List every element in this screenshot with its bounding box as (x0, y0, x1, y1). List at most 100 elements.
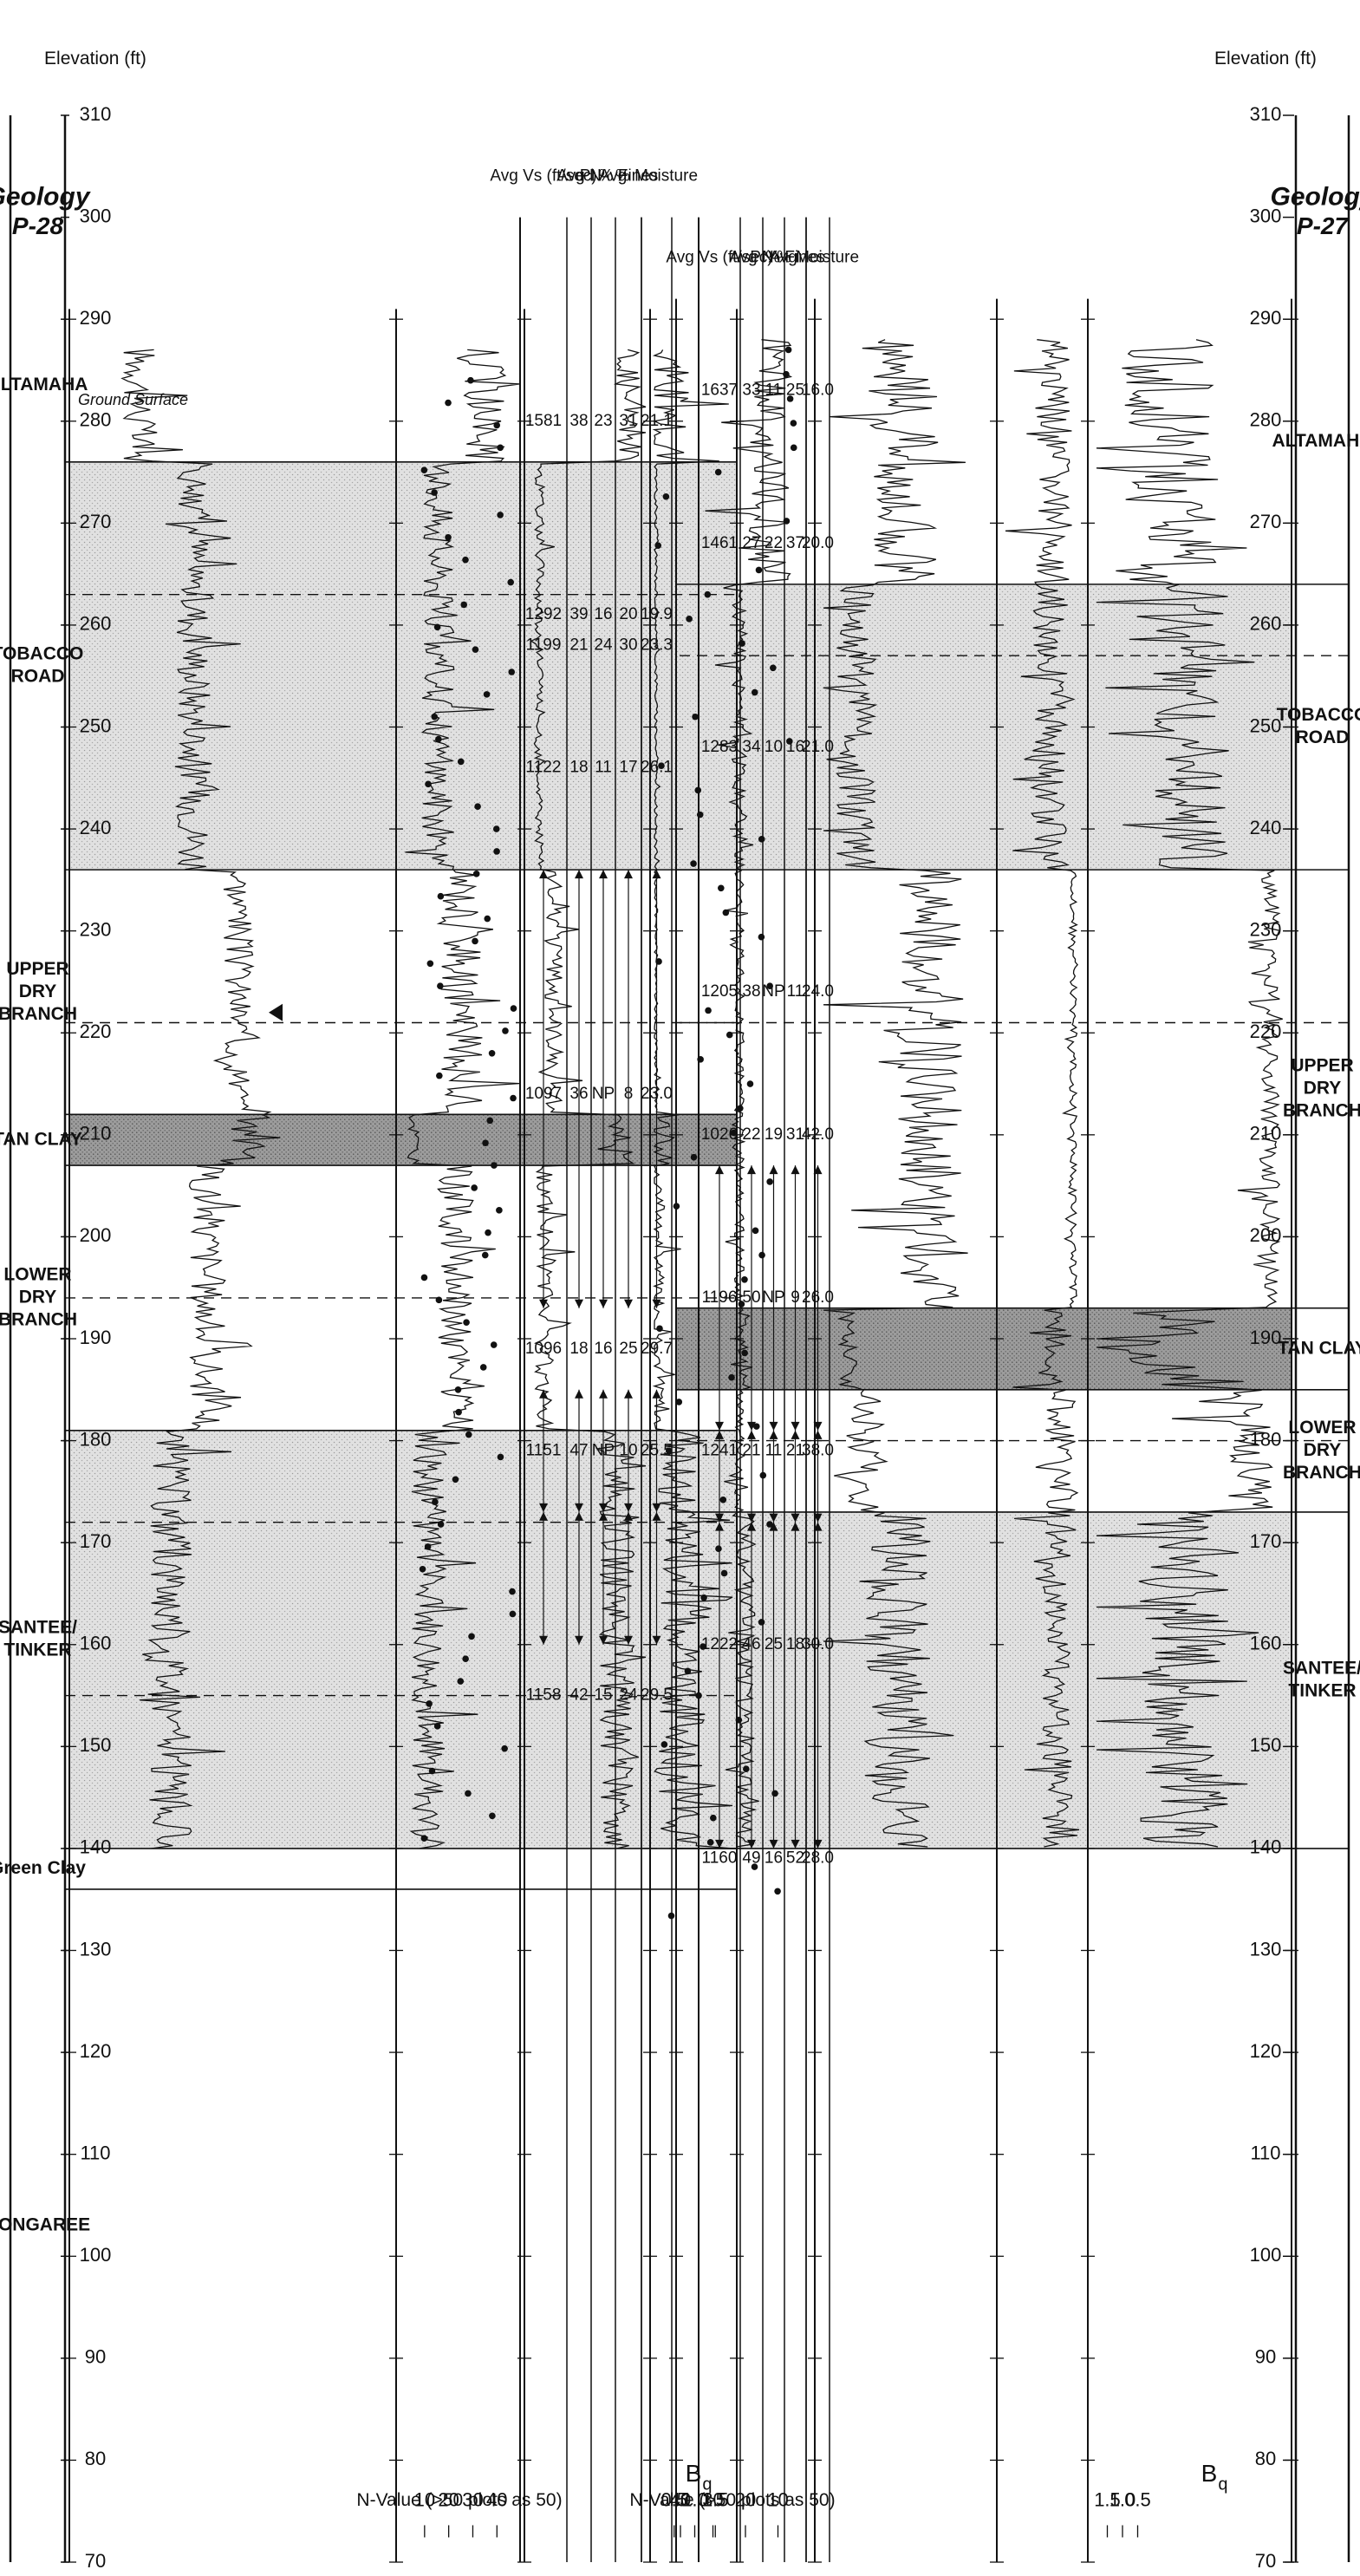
n-value-tick-label: 30 (462, 2488, 483, 2510)
bq-trace (1096, 339, 1283, 1848)
table-value: 21.1 (641, 412, 673, 430)
table-value: 1283 (701, 738, 738, 756)
formation-label: DRY (1304, 1440, 1342, 1460)
table-value: 42.0 (802, 1125, 834, 1144)
elevation-tick-label: 190 (80, 1327, 112, 1348)
elevation-tick-label: 300 (1250, 205, 1282, 226)
arrow-head (624, 1635, 633, 1645)
spt-n-value-point (655, 958, 662, 965)
elevation-tick-label: 300 (80, 205, 112, 226)
arrow-head (747, 1421, 756, 1431)
elevation-tick-label: 130 (80, 1938, 112, 1960)
n-value-tick-label: 40 (670, 2488, 691, 2510)
spt-n-value-point (714, 468, 722, 476)
n-value-tick-label: 10 (767, 2488, 788, 2510)
table-value: 1122 (526, 759, 562, 777)
table-value: 24 (594, 636, 613, 654)
table-value: 39 (569, 605, 588, 623)
formation-label: TAN CLAY (1278, 1338, 1360, 1358)
spt-n-value-point (482, 1139, 489, 1147)
spt-n-value-point (510, 1005, 517, 1012)
arrow-head (624, 1299, 633, 1308)
sleeve-friction-trace (1005, 339, 1080, 1848)
table-value: 1097 (525, 1085, 562, 1103)
friction-ratio-trace (120, 349, 281, 1849)
table-value: 18 (569, 759, 588, 777)
geology-title: Geology (1270, 183, 1360, 212)
table-value: 20.0 (802, 534, 834, 552)
formation-label: CONGAREE (0, 2215, 90, 2235)
arrow-head (652, 1503, 661, 1512)
arrow-head (715, 1513, 724, 1523)
table-value: 21 (569, 636, 588, 654)
arrow-head (652, 1389, 661, 1399)
table-value: 1461 (701, 534, 738, 552)
arrow-head (652, 1511, 661, 1521)
spt-n-value-point (465, 1431, 472, 1438)
spt-n-value-point (758, 1619, 765, 1626)
table-value: 1160 (702, 1849, 738, 1868)
spt-n-value-point (758, 836, 765, 843)
n-value-tick-label: 20 (735, 2488, 756, 2510)
arrow-head (791, 1839, 800, 1849)
arrow-head (624, 1511, 633, 1521)
spt-n-value-point (665, 1447, 673, 1455)
table-value: 25 (765, 1635, 783, 1653)
table-value: 52 (786, 1849, 804, 1868)
spt-n-value-point (435, 735, 442, 743)
elevation-tick-label: 110 (1250, 2142, 1280, 2163)
table-value: 11 (787, 982, 804, 1001)
labels: ALTAMAHATOBACCOROADUPPERDRYBRANCHTAN CLA… (0, 49, 1360, 2572)
spt-n-value-point (420, 466, 428, 473)
table-value: 46 (742, 1635, 760, 1653)
arrow-head (747, 1165, 756, 1175)
table-value: NP (592, 1441, 615, 1459)
elevation-tick-label: 100 (80, 2244, 112, 2266)
spt-n-value-point (457, 1678, 465, 1685)
spt-n-value-point (460, 601, 468, 609)
formation-label: ROAD (1296, 727, 1350, 747)
arrow-head (769, 1513, 778, 1523)
n-value-tick-label: 40 (486, 2488, 507, 2510)
arrow-head (599, 1635, 608, 1645)
table-value: 47 (569, 1441, 588, 1459)
spt-n-value-point (445, 399, 452, 407)
boring-id: P-28 (12, 212, 64, 239)
spt-n-value-point (508, 668, 516, 675)
spt-n-value-point (462, 556, 469, 564)
table-value: 30.0 (802, 1635, 834, 1653)
spt-n-value-point (474, 803, 481, 811)
table-value: 21.0 (802, 738, 834, 756)
elevation-tick-label: 90 (85, 2346, 106, 2368)
table-value: 28.0 (802, 1849, 834, 1868)
elevation-tick-label: 180 (1250, 1428, 1282, 1450)
arrow-head (599, 1389, 608, 1399)
elevation-tick-label: 230 (1250, 918, 1282, 940)
table-value: 16 (594, 1340, 612, 1358)
table-header: % Fines (599, 167, 659, 186)
table-value: 18 (569, 1340, 588, 1358)
spt-n-value-point (684, 1667, 692, 1675)
formation-label: TINKER (1288, 1680, 1356, 1700)
table-header: % Fines (765, 249, 825, 267)
table-value: 26.1 (641, 759, 673, 777)
elevation-tick-label: 160 (1250, 1633, 1282, 1654)
spt-n-value-point (790, 444, 797, 452)
elevation-tick-label: 190 (1250, 1327, 1282, 1348)
elevation-tick-label: 220 (80, 1021, 112, 1042)
table-value: 1096 (525, 1340, 562, 1358)
table-value: 10 (765, 738, 783, 756)
elevation-tick-label: 250 (1250, 714, 1282, 736)
formation-label: DRY (19, 1288, 57, 1308)
elevation-tick-label: 80 (85, 2448, 106, 2469)
formation-label: Green Clay (0, 1858, 86, 1878)
arrow-head (575, 1635, 583, 1645)
spt-n-value-point (770, 664, 777, 672)
arrow-head (624, 1389, 633, 1399)
spt-n-value-point (718, 884, 725, 892)
table-value: 50 (742, 1288, 760, 1307)
arrow-head (747, 1839, 756, 1849)
groundwater-marker (269, 1003, 283, 1021)
elevation-tick-label: 170 (80, 1530, 112, 1552)
table-header: Avg Vs (ft/sec) (666, 249, 772, 267)
